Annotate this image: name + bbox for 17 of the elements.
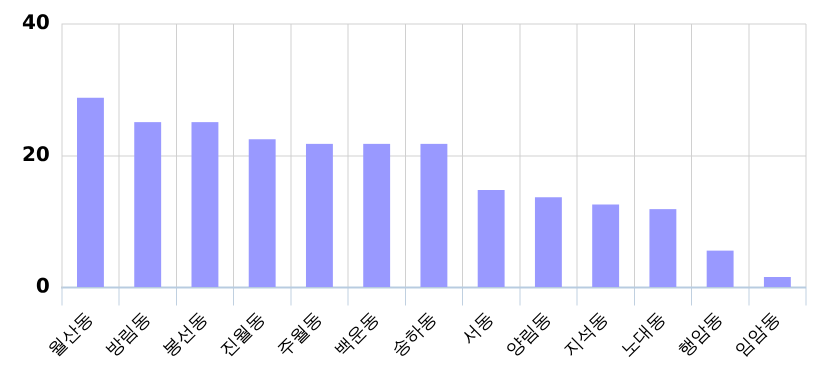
bar [534,197,562,288]
bar [306,144,333,288]
y-tick-label: 40 [22,10,50,34]
bar [706,250,734,288]
bar [649,209,676,288]
bar [363,144,390,288]
x-tick-label: 서동 [458,308,498,348]
bar [592,204,620,288]
bar [764,277,791,288]
bar [191,122,218,288]
bar [134,122,162,288]
bar [420,144,448,288]
bar [248,139,276,288]
y-tick-label: 0 [36,274,50,298]
bar [77,98,104,288]
y-tick-label: 20 [22,142,50,166]
bar [478,190,505,288]
